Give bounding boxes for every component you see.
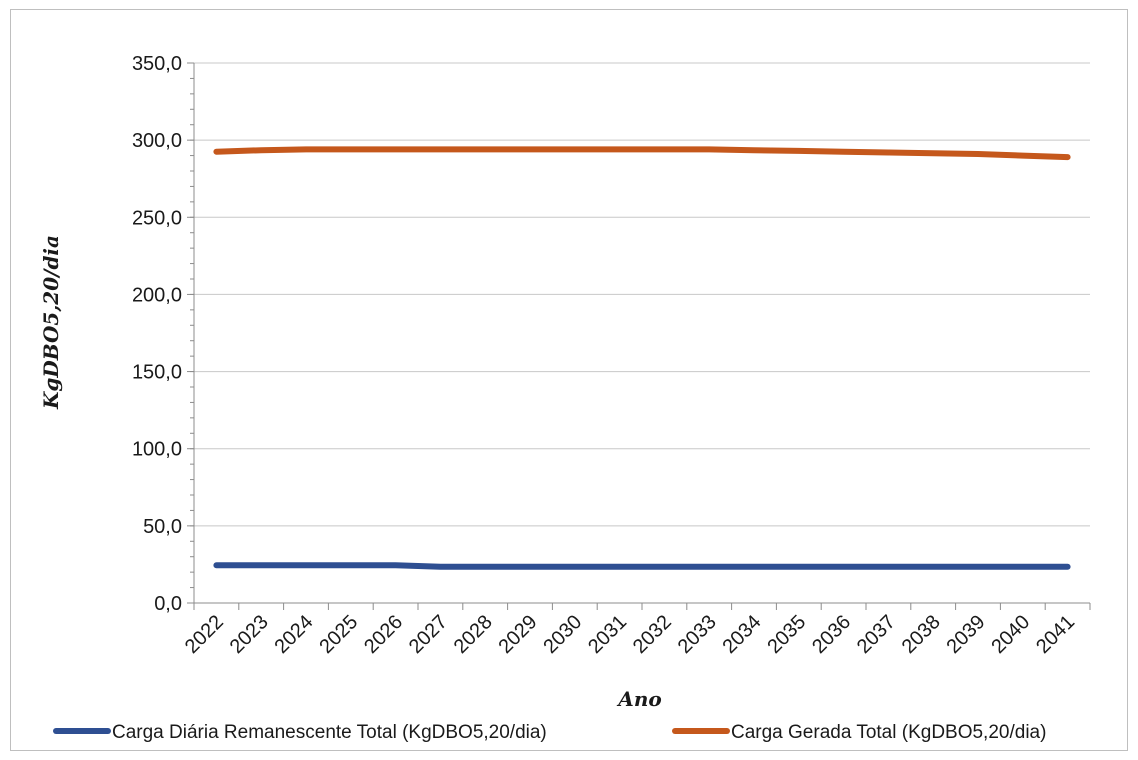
x-tick-label: 2028 — [450, 611, 497, 658]
x-tick-label: 2033 — [674, 611, 721, 658]
y-tick-label: 0,0 — [154, 593, 182, 615]
x-tick-label: 2030 — [539, 611, 586, 658]
y-tick-label: 250,0 — [132, 207, 182, 229]
x-tick-label: 2040 — [987, 611, 1034, 658]
x-tick-label: 2032 — [629, 611, 676, 658]
series-line-2 — [213, 146, 1071, 161]
x-tick-label: 2031 — [584, 611, 631, 658]
x-tick-label: 2039 — [943, 611, 990, 658]
x-tick-label: 2025 — [315, 611, 362, 658]
x-tick-label: 2041 — [1032, 611, 1079, 658]
legend-label-2: Carga Gerada Total (KgDBO5,20/dia) — [731, 722, 1046, 743]
x-tick-label: 2035 — [763, 611, 810, 658]
y-axis-ticks: 0,0 50,0 100,0 150,0 200,0 250,0 300,0 350,0 — [132, 53, 194, 615]
y-tick-label: 50,0 — [143, 516, 182, 538]
y-tick-label: 200,0 — [132, 284, 182, 306]
x-tick-label: 2034 — [719, 611, 766, 658]
legend-label-1: Carga Diária Remanescente Total (KgDBO5,… — [112, 722, 547, 743]
y-tick-label: 350,0 — [132, 53, 182, 75]
x-tick-label: 2027 — [405, 611, 452, 658]
axes — [193, 63, 1090, 604]
x-tick-label: 2036 — [808, 611, 855, 658]
legend: Carga Diária Remanescente Total (KgDBO5,… — [53, 722, 1046, 743]
x-tick-label: 2029 — [495, 611, 542, 658]
chart-frame — [10, 9, 1128, 751]
y-tick-label: 300,0 — [132, 130, 182, 152]
y-tick-label: 100,0 — [132, 439, 182, 461]
x-tick-label: 2024 — [271, 611, 318, 658]
x-tick-label: 2022 — [181, 611, 228, 658]
y-axis-title: KgDBO5,20/dia — [39, 235, 63, 410]
series-line-1 — [213, 562, 1071, 570]
x-axis-title: Ano — [616, 687, 661, 711]
y-tick-label: 150,0 — [132, 362, 182, 384]
x-tick-label: 2026 — [360, 611, 407, 658]
series-lines — [213, 146, 1071, 570]
x-tick-label: 2023 — [226, 611, 273, 658]
x-tick-label: 2038 — [898, 611, 945, 658]
x-axis-ticks: 2022202320242025202620272028202920302031… — [181, 603, 1091, 658]
x-tick-label: 2037 — [853, 611, 900, 658]
gridlines — [194, 62, 1090, 527]
